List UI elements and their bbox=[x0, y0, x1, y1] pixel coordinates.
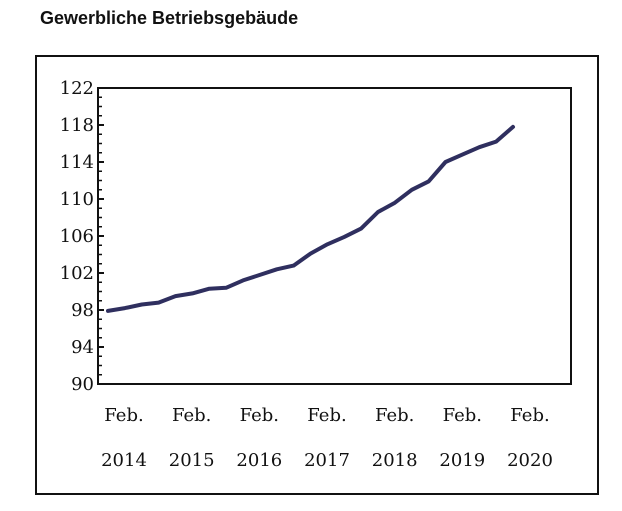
x-tick-label-month: Feb. bbox=[172, 405, 211, 426]
x-tick-label-year: 2019 bbox=[439, 450, 485, 471]
plot-area bbox=[97, 87, 572, 385]
y-tick-label: 106 bbox=[60, 226, 94, 247]
y-tick-label: 98 bbox=[71, 300, 94, 321]
x-tick-label-year: 2020 bbox=[507, 450, 553, 471]
y-axis: 90 94 98 102 106 110 114 118 122 bbox=[60, 78, 104, 395]
x-axis: Feb. 2014 Feb. 2015 Feb. 2016 Feb. 2017 Feb. 2018… bbox=[101, 405, 553, 471]
y-tick-label: 110 bbox=[60, 189, 94, 210]
chart-title: Gewerbliche Betriebsgebäude bbox=[40, 8, 299, 28]
chart-frame bbox=[35, 55, 599, 495]
x-tick-label-year: 2018 bbox=[372, 450, 418, 471]
y-tick-label: 114 bbox=[60, 152, 94, 173]
x-tick-label-month: Feb. bbox=[375, 405, 414, 426]
y-tick-label: 90 bbox=[71, 374, 94, 395]
x-tick-label-month: Feb. bbox=[104, 405, 143, 426]
x-tick-label-month: Feb. bbox=[510, 405, 549, 426]
y-tick-label: 94 bbox=[71, 337, 94, 358]
y-tick-label: 118 bbox=[60, 115, 94, 136]
x-tick-label-year: 2015 bbox=[169, 450, 215, 471]
series-line bbox=[106, 124, 515, 313]
x-tick-label-month: Feb. bbox=[307, 405, 346, 426]
y-tick-label: 102 bbox=[60, 263, 94, 284]
x-tick-label-year: 2017 bbox=[304, 450, 350, 471]
y-tick-label: 122 bbox=[60, 78, 94, 99]
x-tick-label-month: Feb. bbox=[240, 405, 279, 426]
x-tick-label-year: 2014 bbox=[101, 450, 147, 471]
x-tick-label-month: Feb. bbox=[443, 405, 482, 426]
x-tick-label-year: 2016 bbox=[236, 450, 282, 471]
